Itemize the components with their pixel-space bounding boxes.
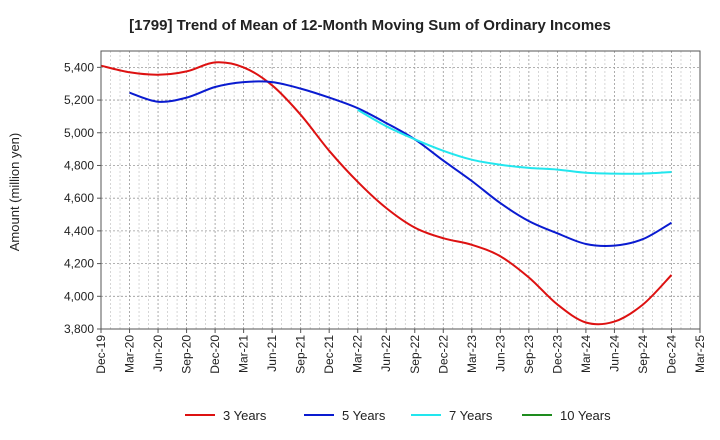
legend-label-5-years: 5 Years bbox=[342, 408, 386, 423]
legend-label-3-years: 3 Years bbox=[223, 408, 267, 423]
x-tick-label: Mar-23 bbox=[465, 335, 479, 373]
y-tick-label: 4,000 bbox=[64, 289, 94, 303]
x-tick-label: Dec-19 bbox=[94, 335, 108, 374]
x-tick-label: Dec-21 bbox=[322, 335, 336, 374]
x-tick-label: Jun-20 bbox=[151, 335, 165, 372]
series-lines bbox=[100, 61, 673, 326]
x-tick-label: Dec-23 bbox=[550, 335, 564, 374]
x-tick-label: Mar-22 bbox=[351, 335, 365, 373]
x-tick-label: Sep-22 bbox=[408, 335, 422, 374]
y-tick-label: 4,600 bbox=[64, 191, 94, 205]
grid bbox=[100, 51, 701, 330]
y-tick-label: 4,400 bbox=[64, 224, 94, 238]
x-tick-label: Mar-21 bbox=[237, 335, 251, 373]
y-axis: 3,800 4,000 4,200 4,400 4,600 4,800 5,000 5,200… bbox=[64, 60, 101, 336]
series-line-3-years bbox=[100, 61, 673, 326]
x-tick-label: Sep-23 bbox=[522, 335, 536, 374]
x-tick-label: Jun-21 bbox=[265, 335, 279, 372]
x-tick-label: Dec-22 bbox=[436, 335, 450, 374]
y-tick-label: 3,800 bbox=[64, 322, 94, 336]
series-line-7-years bbox=[357, 109, 672, 175]
y-tick-label: 4,800 bbox=[64, 158, 94, 172]
plot-frame bbox=[100, 50, 701, 330]
x-axis: Dec-19 Mar-20 Jun-20 Sep-20 Dec-20 Mar-21 Jun-… bbox=[94, 329, 707, 374]
y-tick-label: 4,200 bbox=[64, 257, 94, 271]
x-tick-label: Sep-20 bbox=[180, 335, 194, 374]
x-tick-label: Mar-24 bbox=[579, 335, 593, 373]
x-tick-label: Mar-20 bbox=[123, 335, 137, 373]
legend-label-7-years: 7 Years bbox=[449, 408, 493, 423]
series-line-5-years bbox=[129, 80, 672, 247]
x-tick-label: Jun-24 bbox=[607, 335, 621, 372]
y-tick-label: 5,000 bbox=[64, 126, 94, 140]
x-tick-label: Jun-23 bbox=[493, 335, 507, 372]
chart-title: [1799] Trend of Mean of 12-Month Moving … bbox=[129, 17, 611, 34]
x-tick-label: Mar-25 bbox=[693, 335, 707, 373]
legend: 3 Years 5 Years 7 Years 10 Years bbox=[185, 408, 611, 423]
y-tick-label: 5,200 bbox=[64, 93, 94, 107]
x-tick-label: Dec-20 bbox=[208, 335, 222, 374]
x-tick-label: Jun-22 bbox=[379, 335, 393, 372]
y-tick-label: 5,400 bbox=[64, 60, 94, 74]
x-tick-label: Sep-24 bbox=[636, 335, 650, 374]
x-tick-label: Sep-21 bbox=[294, 335, 308, 374]
x-tick-label: Dec-24 bbox=[664, 335, 678, 374]
legend-label-10-years: 10 Years bbox=[560, 408, 611, 423]
y-axis-label: Amount (million yen) bbox=[7, 133, 22, 252]
